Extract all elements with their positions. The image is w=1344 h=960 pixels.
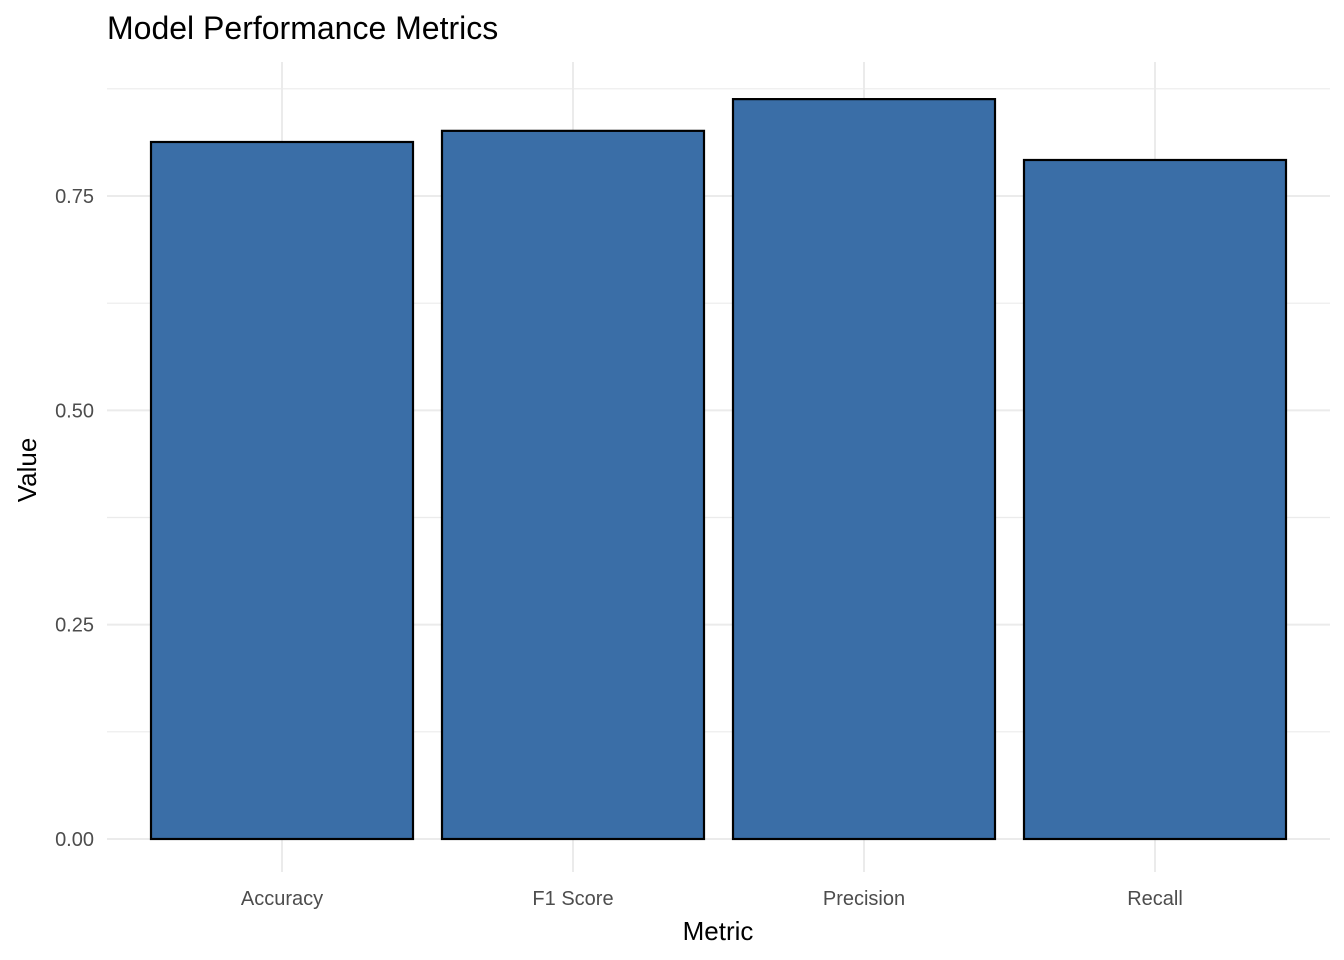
x-tick-label: F1 Score <box>532 888 613 910</box>
y-tick-label: 0.50 <box>55 400 94 422</box>
bar-precision <box>731 98 997 841</box>
y-tick-label: 0.75 <box>55 186 94 208</box>
bar-accuracy <box>149 140 415 841</box>
x-tick-label: Precision <box>823 888 905 910</box>
y-tick-label: 0.25 <box>55 615 94 637</box>
y-tick-label: 0.00 <box>55 829 94 851</box>
bars <box>149 98 1288 841</box>
bar-f1-score <box>440 129 706 841</box>
x-tick-label: Recall <box>1127 888 1183 910</box>
x-axis-title: Metric <box>683 916 754 946</box>
y-axis-title: Value <box>12 438 42 503</box>
x-tick-label: Accuracy <box>241 888 323 910</box>
bar-recall <box>1022 158 1288 841</box>
chart-title: Model Performance Metrics <box>107 10 498 46</box>
y-axis-ticks: 0.00 0.25 0.50 0.75 <box>55 186 94 851</box>
x-axis-ticks: Accuracy F1 Score Precision Recall <box>241 888 1183 910</box>
